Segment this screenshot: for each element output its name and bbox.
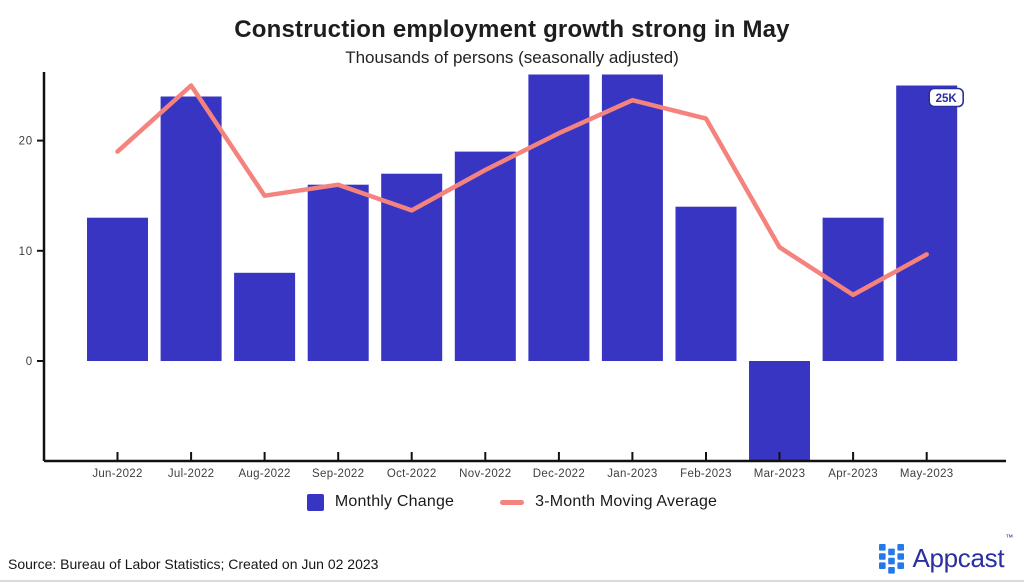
x-tick-label-mar-2023: Mar-2023 — [754, 468, 806, 480]
bar-apr-2023 — [822, 217, 884, 361]
bar-aug-2022 — [234, 272, 296, 361]
y-tick-label-10: 10 — [19, 246, 33, 258]
x-tick-label-aug-2022: Aug-2022 — [238, 468, 290, 480]
bar-nov-2022 — [454, 151, 516, 361]
bar-sep-2022 — [307, 184, 369, 361]
chart-title: Construction employment growth strong in… — [234, 16, 790, 43]
x-tick-label-apr-2023: Apr-2023 — [828, 468, 878, 480]
x-tick-label-jan-2023: Jan-2023 — [607, 468, 657, 480]
logo-square — [879, 561, 887, 569]
y-tick-label-0: 0 — [26, 356, 33, 368]
legend-label: 3-Month Moving Average — [535, 493, 718, 510]
x-tick-label-oct-2022: Oct-2022 — [387, 468, 437, 480]
bar-dec-2022 — [528, 74, 590, 361]
legend-item-monthly-change: Monthly Change — [306, 493, 455, 511]
bar-feb-2023 — [675, 206, 737, 361]
bar-mar-2023 — [749, 361, 810, 461]
logo-square — [888, 566, 896, 574]
y-tick-label-20: 20 — [19, 136, 33, 148]
chart-plot-area: 0 10 20 Jun-2022 Jul-2022 Aug-2022 Sep-2022 Oct… — [19, 72, 1006, 480]
x-tick-label-feb-2023: Feb-2023 — [680, 468, 732, 480]
annotation-label: 25K — [936, 93, 958, 105]
appcast-logo-icon — [879, 543, 905, 574]
chart-legend: Monthly Change 3-Month Moving Average — [0, 493, 1024, 511]
bar-jul-2022 — [160, 96, 222, 361]
logo-square — [879, 543, 887, 551]
footer: Source: Bureau of Labor Statistics; Crea… — [0, 533, 1024, 582]
logo-square — [897, 543, 905, 551]
bottom-divider — [0, 580, 1024, 582]
x-tick-label-nov-2022: Nov-2022 — [459, 468, 511, 480]
legend-square-swatch — [306, 493, 324, 511]
trademark-symbol: ™ — [1005, 533, 1013, 542]
legend-dash-swatch — [500, 499, 525, 505]
bar-jan-2023 — [601, 74, 663, 361]
legend-label: Monthly Change — [334, 493, 455, 510]
logo-square — [897, 561, 905, 569]
x-tick-label-dec-2022: Dec-2022 — [533, 468, 585, 480]
moving-average-line — [115, 83, 929, 298]
x-tick-label-jun-2022: Jun-2022 — [92, 468, 142, 480]
x-tick-label-sep-2022: Sep-2022 — [312, 468, 364, 480]
x-tick-label-may-2023: May-2023 — [900, 468, 954, 480]
brand-wordmark: Appcast™ — [912, 533, 1013, 573]
chart-subtitle: Thousands of persons (seasonally adjuste… — [345, 48, 679, 67]
logo-square — [888, 548, 896, 555]
x-tick-label-jul-2022: Jul-2022 — [168, 468, 215, 480]
bar-may-2023 — [896, 85, 958, 361]
annotation-badge — [928, 87, 965, 108]
legend-item-3-month-moving-average: 3-Month Moving Average — [500, 493, 717, 511]
source-attribution: Source: Bureau of Labor Statistics; Crea… — [8, 556, 379, 572]
brand-logo: Appcast™ — [879, 533, 1013, 574]
logo-square — [879, 552, 887, 560]
logo-square — [888, 557, 896, 564]
bar-jun-2022 — [87, 217, 148, 361]
logo-square — [897, 552, 905, 560]
